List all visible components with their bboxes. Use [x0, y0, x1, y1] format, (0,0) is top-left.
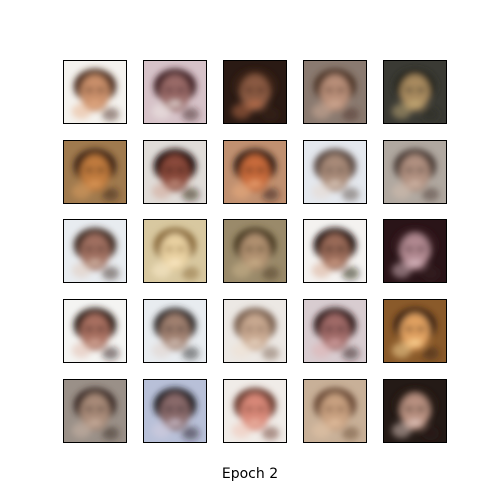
generated-sample-15	[383, 219, 447, 283]
generated-sample-9	[303, 140, 367, 204]
generated-sample-16	[63, 299, 127, 363]
generated-sample-25	[383, 379, 447, 443]
generated-sample-21	[63, 379, 127, 443]
generated-sample-4	[303, 60, 367, 124]
generated-sample-22	[143, 379, 207, 443]
generated-sample-10	[383, 140, 447, 204]
generated-sample-18	[223, 299, 287, 363]
generated-sample-13	[223, 219, 287, 283]
generated-sample-14	[303, 219, 367, 283]
generated-sample-12	[143, 219, 207, 283]
generated-sample-5	[383, 60, 447, 124]
generated-sample-17	[143, 299, 207, 363]
generated-sample-23	[223, 379, 287, 443]
figure-caption: Epoch 2	[221, 466, 279, 482]
generated-sample-1	[63, 60, 127, 124]
generated-sample-7	[143, 140, 207, 204]
generated-sample-11	[63, 219, 127, 283]
generated-sample-8	[223, 140, 287, 204]
generated-sample-19	[303, 299, 367, 363]
generated-sample-3	[223, 60, 287, 124]
generated-sample-6	[63, 140, 127, 204]
generated-sample-24	[303, 379, 367, 443]
generated-sample-2	[143, 60, 207, 124]
generated-sample-20	[383, 299, 447, 363]
